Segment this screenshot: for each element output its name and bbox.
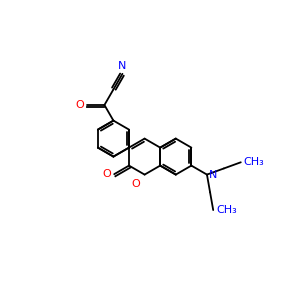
Text: N: N <box>118 61 127 71</box>
Text: O: O <box>103 169 111 179</box>
Text: N: N <box>208 169 217 180</box>
Text: CH₃: CH₃ <box>244 157 265 167</box>
Text: O: O <box>131 179 140 189</box>
Text: CH₃: CH₃ <box>216 205 237 215</box>
Text: O: O <box>75 100 84 110</box>
